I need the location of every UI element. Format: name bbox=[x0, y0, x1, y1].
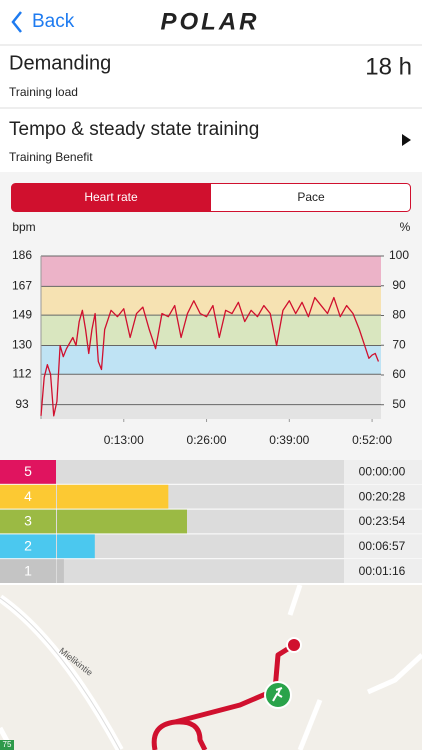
road bbox=[287, 584, 303, 616]
zone-band bbox=[41, 374, 381, 419]
load-title: Demanding bbox=[9, 52, 111, 74]
zone-row bbox=[0, 460, 422, 484]
road bbox=[366, 653, 422, 695]
zone-number-cell bbox=[0, 534, 56, 559]
road bbox=[297, 699, 323, 750]
zone-number: 1 bbox=[24, 562, 32, 578]
y2-axis-label: % bbox=[400, 220, 411, 234]
zone-number: 2 bbox=[24, 538, 32, 554]
x-tick-label: 0:52:00 bbox=[352, 433, 392, 447]
x-tick-label: 0:13:00 bbox=[104, 433, 144, 447]
zone-number-cell bbox=[0, 509, 56, 534]
y-tick-label: 112 bbox=[12, 366, 31, 380]
y2-tick-label: 50 bbox=[392, 397, 406, 411]
plot: 93 112 130 149 167 186 50 60 70 80 90 100 0:13:00 0:2… bbox=[12, 248, 409, 447]
x-tick-label: 0:39:00 bbox=[269, 433, 309, 447]
zone-time: 00:01:16 bbox=[359, 564, 406, 578]
load-value: 18 h bbox=[365, 53, 412, 80]
y2-tick-label: 90 bbox=[392, 278, 406, 292]
zone-time: 00:20:28 bbox=[359, 489, 406, 503]
y-tick-label: 186 bbox=[12, 248, 32, 262]
disclosure-arrow[interactable] bbox=[402, 134, 411, 146]
zone-time: 00:06:57 bbox=[359, 539, 406, 553]
zone-bar bbox=[57, 509, 187, 534]
zone-number-cell bbox=[0, 484, 56, 509]
zone-band bbox=[41, 345, 381, 375]
map: Mielikintie 75 bbox=[0, 584, 422, 750]
zone-time: 00:23:54 bbox=[359, 514, 406, 528]
route-end[interactable] bbox=[286, 637, 302, 653]
zone-bar bbox=[57, 534, 95, 559]
y-tick-label: 149 bbox=[12, 307, 32, 321]
y2-tick-label: 70 bbox=[392, 337, 406, 351]
zone-number: 5 bbox=[24, 463, 32, 479]
zone-time-cell bbox=[344, 534, 422, 559]
zone-bar bbox=[57, 484, 169, 509]
nav-bar bbox=[0, 0, 422, 45]
zone-band bbox=[41, 256, 381, 287]
zone-band bbox=[41, 286, 381, 316]
zone-time-cell bbox=[344, 484, 422, 509]
zone-bar bbox=[57, 559, 64, 583]
y2-tick-label: 100 bbox=[389, 248, 409, 262]
runner-icon bbox=[272, 687, 283, 702]
back-button[interactable]: Back bbox=[32, 11, 75, 32]
load-label: Training load bbox=[9, 85, 78, 99]
y-axis-label: bpm bbox=[12, 220, 35, 234]
y-tick-label: 93 bbox=[15, 397, 29, 411]
y2-tick-label: 80 bbox=[392, 308, 406, 322]
zone-table: 5 00:00:00 4 00:20:28 3 00:23:54 2 00:06:57 1 00:… bbox=[0, 460, 422, 583]
y-tick-label: 167 bbox=[12, 279, 32, 293]
tab[interactable]: Heart rate bbox=[84, 190, 138, 204]
back-icon[interactable] bbox=[11, 11, 22, 33]
zone-time: 00:00:00 bbox=[359, 465, 406, 479]
zone-row bbox=[0, 559, 422, 583]
zone-number: 4 bbox=[24, 488, 32, 504]
logo: POLAR bbox=[161, 8, 260, 35]
zone-time-cell bbox=[344, 559, 422, 583]
y2-tick-label: 60 bbox=[392, 367, 406, 381]
zone-time-cell bbox=[344, 460, 422, 484]
benefit-label: Training Benefit bbox=[9, 150, 93, 164]
tab-selected[interactable] bbox=[11, 183, 212, 212]
zone-number: 3 bbox=[24, 513, 32, 529]
zone-number-cell bbox=[0, 460, 56, 484]
x-tick-label: 0:26:00 bbox=[187, 433, 227, 447]
tab[interactable]: Pace bbox=[297, 190, 325, 204]
road-sign-label: 75 bbox=[3, 740, 12, 749]
heart-rate-line bbox=[40, 296, 380, 417]
road-edge bbox=[0, 597, 121, 750]
y-tick-label: 130 bbox=[12, 338, 32, 352]
zone-time-cell bbox=[344, 509, 422, 534]
road-sign bbox=[0, 740, 14, 750]
zone-row bbox=[0, 534, 422, 559]
zone-band bbox=[41, 315, 381, 346]
zone-number-cell bbox=[0, 559, 56, 583]
benefit-title[interactable]: Tempo & steady state training bbox=[9, 119, 259, 140]
zone-bands bbox=[41, 256, 381, 419]
